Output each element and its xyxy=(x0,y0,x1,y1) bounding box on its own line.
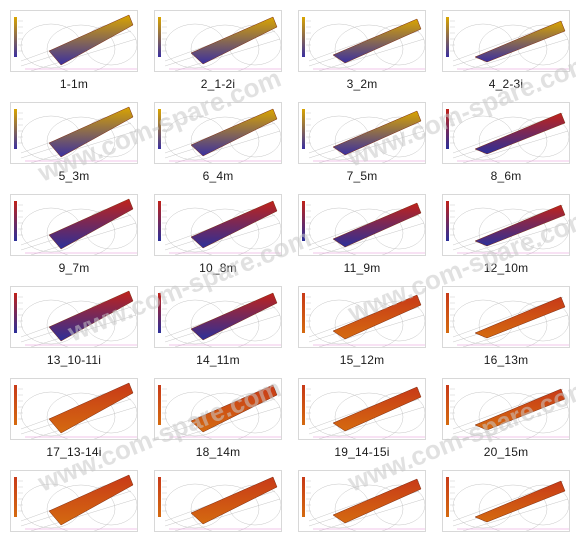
thumbnail-caption: 2_1-2i xyxy=(200,77,236,91)
thumbnail-tile[interactable]: 14_11m xyxy=(154,286,282,371)
thumbnail-tile[interactable] xyxy=(10,470,138,545)
thumbnail-tile[interactable]: 3_2m xyxy=(298,10,426,95)
simulation-thumbnail[interactable] xyxy=(442,286,570,348)
simulation-thumbnail[interactable] xyxy=(442,470,570,532)
simulation-thumbnail[interactable] xyxy=(442,194,570,256)
simulation-thumbnail[interactable] xyxy=(10,378,138,440)
thumbnail-caption: 13_10-11i xyxy=(46,353,102,367)
simulation-thumbnail[interactable] xyxy=(10,102,138,164)
simulation-thumbnail[interactable] xyxy=(10,10,138,72)
thumbnail-caption: 6_4m xyxy=(202,169,234,183)
simulation-thumbnail[interactable] xyxy=(442,10,570,72)
thumbnail-tile[interactable]: 5_3m xyxy=(10,102,138,187)
thumbnail-tile[interactable]: 2_1-2i xyxy=(154,10,282,95)
thumbnail-tile[interactable]: 18_14m xyxy=(154,378,282,463)
thumbnail-tile[interactable] xyxy=(298,470,426,545)
thumbnail-caption: 15_12m xyxy=(339,353,385,367)
thumbnail-caption: 9_7m xyxy=(58,261,90,275)
thumbnail-caption: 14_11m xyxy=(196,353,240,367)
thumbnail-caption: 18_14m xyxy=(195,445,241,459)
thumbnail-tile[interactable]: 6_4m xyxy=(154,102,282,187)
simulation-thumbnail[interactable] xyxy=(298,102,426,164)
thumbnail-caption: 10_8m xyxy=(199,261,237,275)
thumbnail-caption: 20_15m xyxy=(483,445,529,459)
thumbnail-tile[interactable] xyxy=(442,470,570,545)
simulation-thumbnail[interactable] xyxy=(154,286,282,348)
thumbnail-caption: 1-1m xyxy=(59,77,89,91)
thumbnail-tile[interactable]: 10_8m xyxy=(154,194,282,279)
simulation-thumbnail[interactable] xyxy=(10,194,138,256)
thumbnail-caption: 8_6m xyxy=(490,169,522,183)
simulation-thumbnail[interactable] xyxy=(10,286,138,348)
thumbnail-caption: 5_3m xyxy=(58,169,90,183)
simulation-thumbnail[interactable] xyxy=(298,470,426,532)
thumbnail-tile[interactable]: 7_5m xyxy=(298,102,426,187)
simulation-thumbnail[interactable] xyxy=(442,378,570,440)
simulation-thumbnail[interactable] xyxy=(154,102,282,164)
simulation-thumbnail[interactable] xyxy=(154,378,282,440)
thumbnail-tile[interactable]: 20_15m xyxy=(442,378,570,463)
simulation-thumbnail[interactable] xyxy=(298,286,426,348)
thumbnail-tile[interactable]: 11_9m xyxy=(298,194,426,279)
thumbnail-caption: 11_9m xyxy=(343,261,381,275)
thumbnail-tile[interactable]: 13_10-11i xyxy=(10,286,138,371)
simulation-thumbnail[interactable] xyxy=(154,10,282,72)
thumbnail-caption: 16_13m xyxy=(483,353,529,367)
simulation-thumbnail[interactable] xyxy=(298,194,426,256)
thumbnail-caption: 19_14-15i xyxy=(334,445,390,459)
thumbnail-tile[interactable]: 12_10m xyxy=(442,194,570,279)
thumbnail-caption: 4_2-3i xyxy=(488,77,524,91)
thumbnail-tile[interactable]: 8_6m xyxy=(442,102,570,187)
simulation-thumbnail[interactable] xyxy=(154,194,282,256)
simulation-thumbnail[interactable] xyxy=(298,378,426,440)
thumbnail-tile[interactable] xyxy=(154,470,282,545)
thumbnail-tile[interactable]: 16_13m xyxy=(442,286,570,371)
thumbnail-tile[interactable]: 1-1m xyxy=(10,10,138,95)
simulation-thumbnail[interactable] xyxy=(10,470,138,532)
thumbnail-caption: 7_5m xyxy=(346,169,378,183)
simulation-thumbnail[interactable] xyxy=(442,102,570,164)
thumbnail-caption: 3_2m xyxy=(346,77,378,91)
simulation-thumbnail[interactable] xyxy=(154,470,282,532)
thumbnail-tile[interactable]: 4_2-3i xyxy=(442,10,570,95)
thumbnail-caption: 17_13-14i xyxy=(46,445,102,459)
thumbnail-tile[interactable]: 17_13-14i xyxy=(10,378,138,463)
simulation-thumbnail[interactable] xyxy=(298,10,426,72)
thumbnail-caption: 12_10m xyxy=(483,261,529,275)
thumbnail-tile[interactable]: 19_14-15i xyxy=(298,378,426,463)
thumbnail-tile[interactable]: 15_12m xyxy=(298,286,426,371)
thumbnail-tile[interactable]: 9_7m xyxy=(10,194,138,279)
